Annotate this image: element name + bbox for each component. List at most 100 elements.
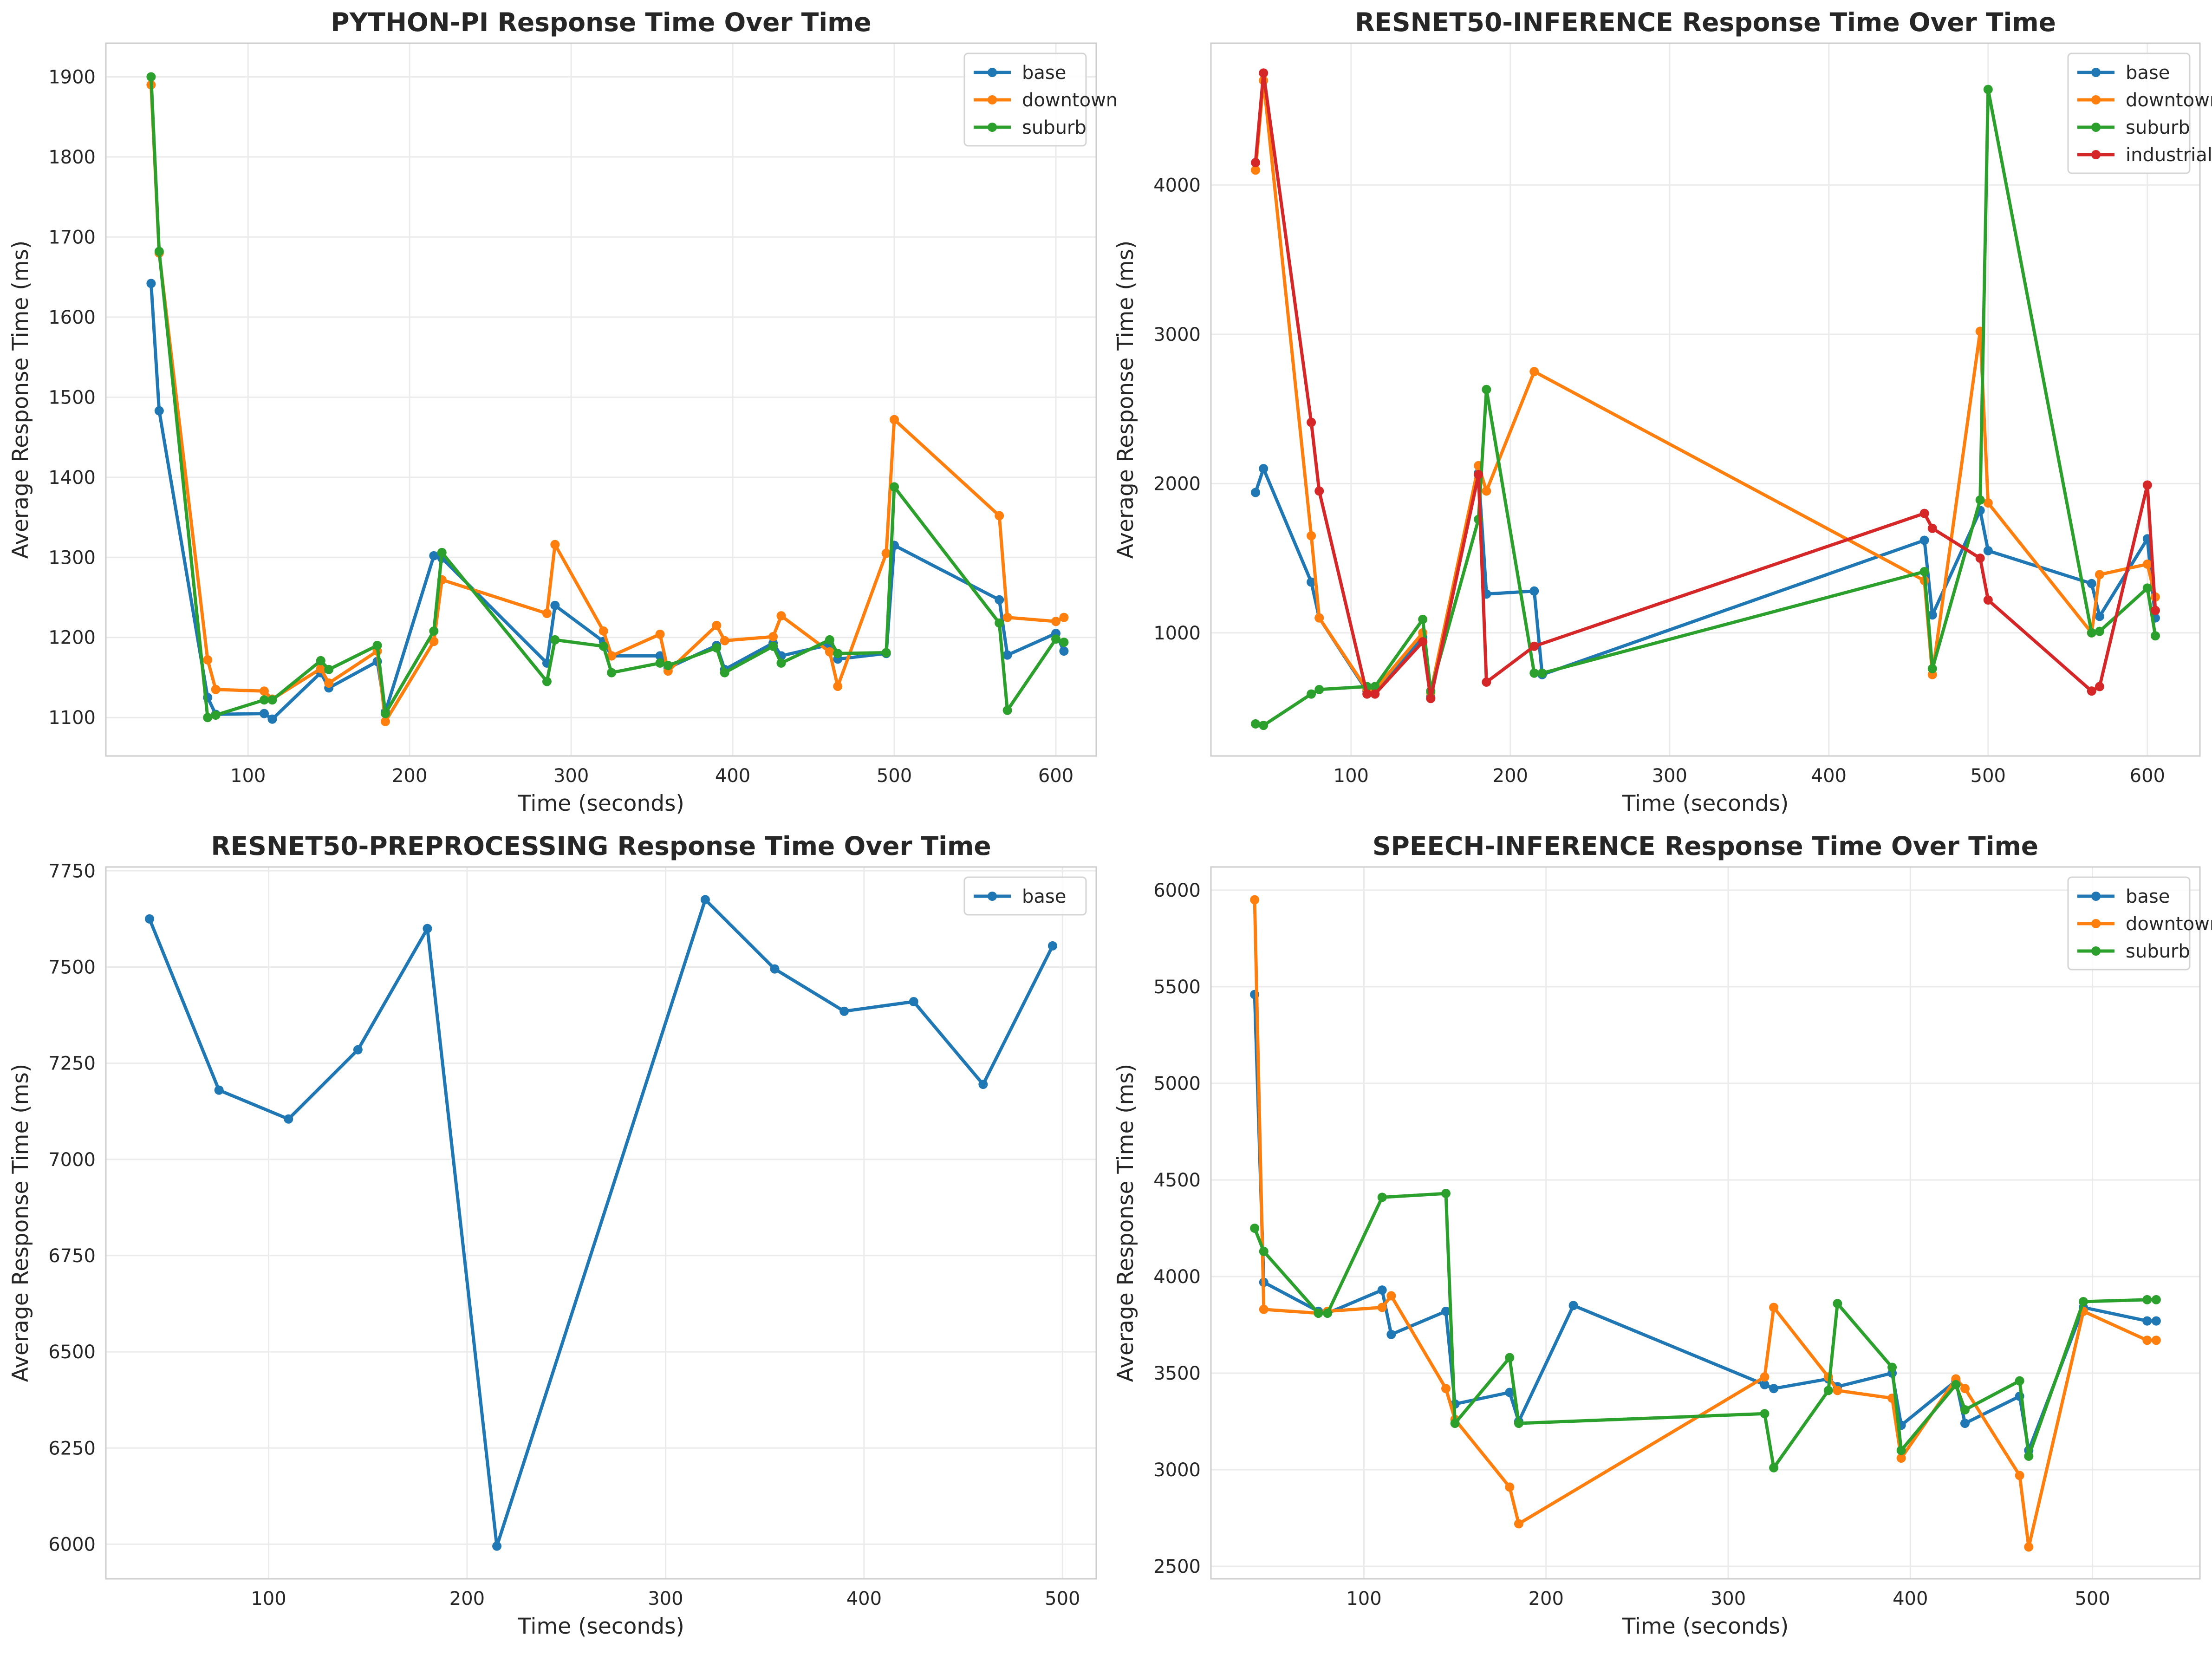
data-point [1769, 1463, 1779, 1473]
data-point [1983, 546, 1993, 555]
data-point [909, 997, 918, 1007]
data-point [1002, 612, 1012, 622]
data-point [429, 551, 439, 560]
data-point [776, 611, 786, 621]
data-point [1307, 417, 1316, 427]
legend: base [963, 876, 1087, 916]
data-point [1259, 1246, 1269, 1256]
data-point [2142, 559, 2152, 569]
legend-marker [2091, 150, 2101, 159]
data-point [995, 618, 1004, 628]
x-tick-label: 500 [1045, 1588, 1080, 1609]
data-point [1505, 1388, 1515, 1397]
legend-marker [988, 68, 997, 77]
data-point [1426, 694, 1436, 704]
chart-panel-1: 100 200 300 400 500 600 1100 1200 1300 1400 1500 16… [8, 7, 1118, 816]
data-point [429, 626, 439, 636]
legend-marker [2091, 68, 2101, 77]
data-point [1960, 1384, 1970, 1394]
data-point [768, 632, 778, 642]
series-industrial [1251, 68, 2160, 704]
data-point [1568, 1301, 1578, 1310]
data-point [2151, 1336, 2161, 1345]
data-point [2151, 1295, 2161, 1304]
legend-marker [988, 123, 997, 132]
data-point [1529, 367, 1539, 377]
data-point [146, 279, 156, 288]
x-axis-label: Time (seconds) [517, 1614, 684, 1639]
data-point [1833, 1299, 1842, 1309]
legend-box [2067, 876, 2191, 971]
data-point [1769, 1303, 1779, 1312]
x-tick-label: 200 [1493, 765, 1528, 787]
y-tick-label: 6000 [1153, 880, 1201, 901]
data-point [1514, 1519, 1523, 1529]
legend-marker [988, 95, 997, 104]
plot-frame [1210, 42, 2201, 757]
data-point [1482, 677, 1491, 687]
legend-label: base [2126, 62, 2170, 84]
x-axis-label: Time (seconds) [517, 791, 684, 816]
x-tick-label: 200 [392, 765, 427, 787]
data-point [2095, 682, 2104, 691]
data-point [2015, 1471, 2024, 1480]
y-tick-label: 1000 [1153, 623, 1201, 644]
data-point [825, 635, 834, 645]
data-point [2151, 1316, 2161, 1326]
data-point [720, 668, 729, 678]
data-point [1482, 486, 1491, 496]
data-point [437, 547, 447, 557]
data-point [211, 684, 221, 694]
data-point [1514, 1419, 1523, 1428]
data-point [1314, 613, 1324, 623]
data-point [1047, 941, 1057, 951]
legend-marker [2091, 95, 2101, 104]
data-point [770, 964, 780, 974]
x-tick-label: 100 [1334, 765, 1369, 787]
data-point [2078, 1297, 2088, 1307]
data-point [1529, 586, 1539, 596]
legend-marker [2091, 919, 2101, 928]
data-point [267, 714, 277, 724]
chart-title: RESNET50-PREPROCESSING Response Time Ove… [211, 831, 991, 861]
data-point [1983, 498, 1993, 508]
data-point [1760, 1372, 1770, 1382]
data-point [1450, 1419, 1460, 1428]
data-point [1251, 158, 1261, 168]
data-point [1002, 705, 1012, 715]
data-point [599, 641, 608, 651]
data-point [267, 695, 277, 705]
data-point [1919, 567, 1929, 576]
data-point [324, 665, 334, 674]
data-point [1059, 612, 1069, 622]
y-tick-label: 6000 [48, 1534, 96, 1555]
x-tick-label: 300 [648, 1588, 683, 1609]
y-tick-label: 5500 [1153, 977, 1201, 998]
chart-title: RESNET50-INFERENCE Response Time Over Ti… [1355, 7, 2056, 37]
y-tick-label: 6750 [48, 1245, 96, 1267]
data-point [1823, 1386, 1833, 1395]
x-tick-label: 500 [877, 765, 912, 787]
data-point [1896, 1446, 1906, 1455]
data-point [1059, 646, 1069, 656]
data-point [2142, 1295, 2152, 1304]
data-point [1960, 1405, 1970, 1414]
data-point [1314, 486, 1324, 496]
data-point [1975, 495, 1985, 505]
data-point [1760, 1380, 1770, 1389]
legend-label: suburb [2126, 117, 2190, 138]
data-point [324, 678, 334, 688]
y-tick-label: 4500 [1153, 1170, 1201, 1191]
data-point [1051, 617, 1061, 626]
y-tick-label: 7750 [48, 860, 96, 882]
y-tick-label: 1900 [48, 66, 96, 88]
data-point [1482, 384, 1491, 394]
x-tick-label: 400 [715, 765, 750, 787]
chart-panel-3: 100 200 300 400 500 6000 6250 6500 6750 7000 7250 7… [8, 831, 1097, 1639]
data-point [2087, 686, 2096, 696]
data-point [1307, 689, 1316, 699]
data-point [1960, 1419, 1970, 1428]
data-point [1250, 1223, 1260, 1233]
series-line-base [148, 898, 1054, 1548]
data-point [825, 647, 834, 657]
